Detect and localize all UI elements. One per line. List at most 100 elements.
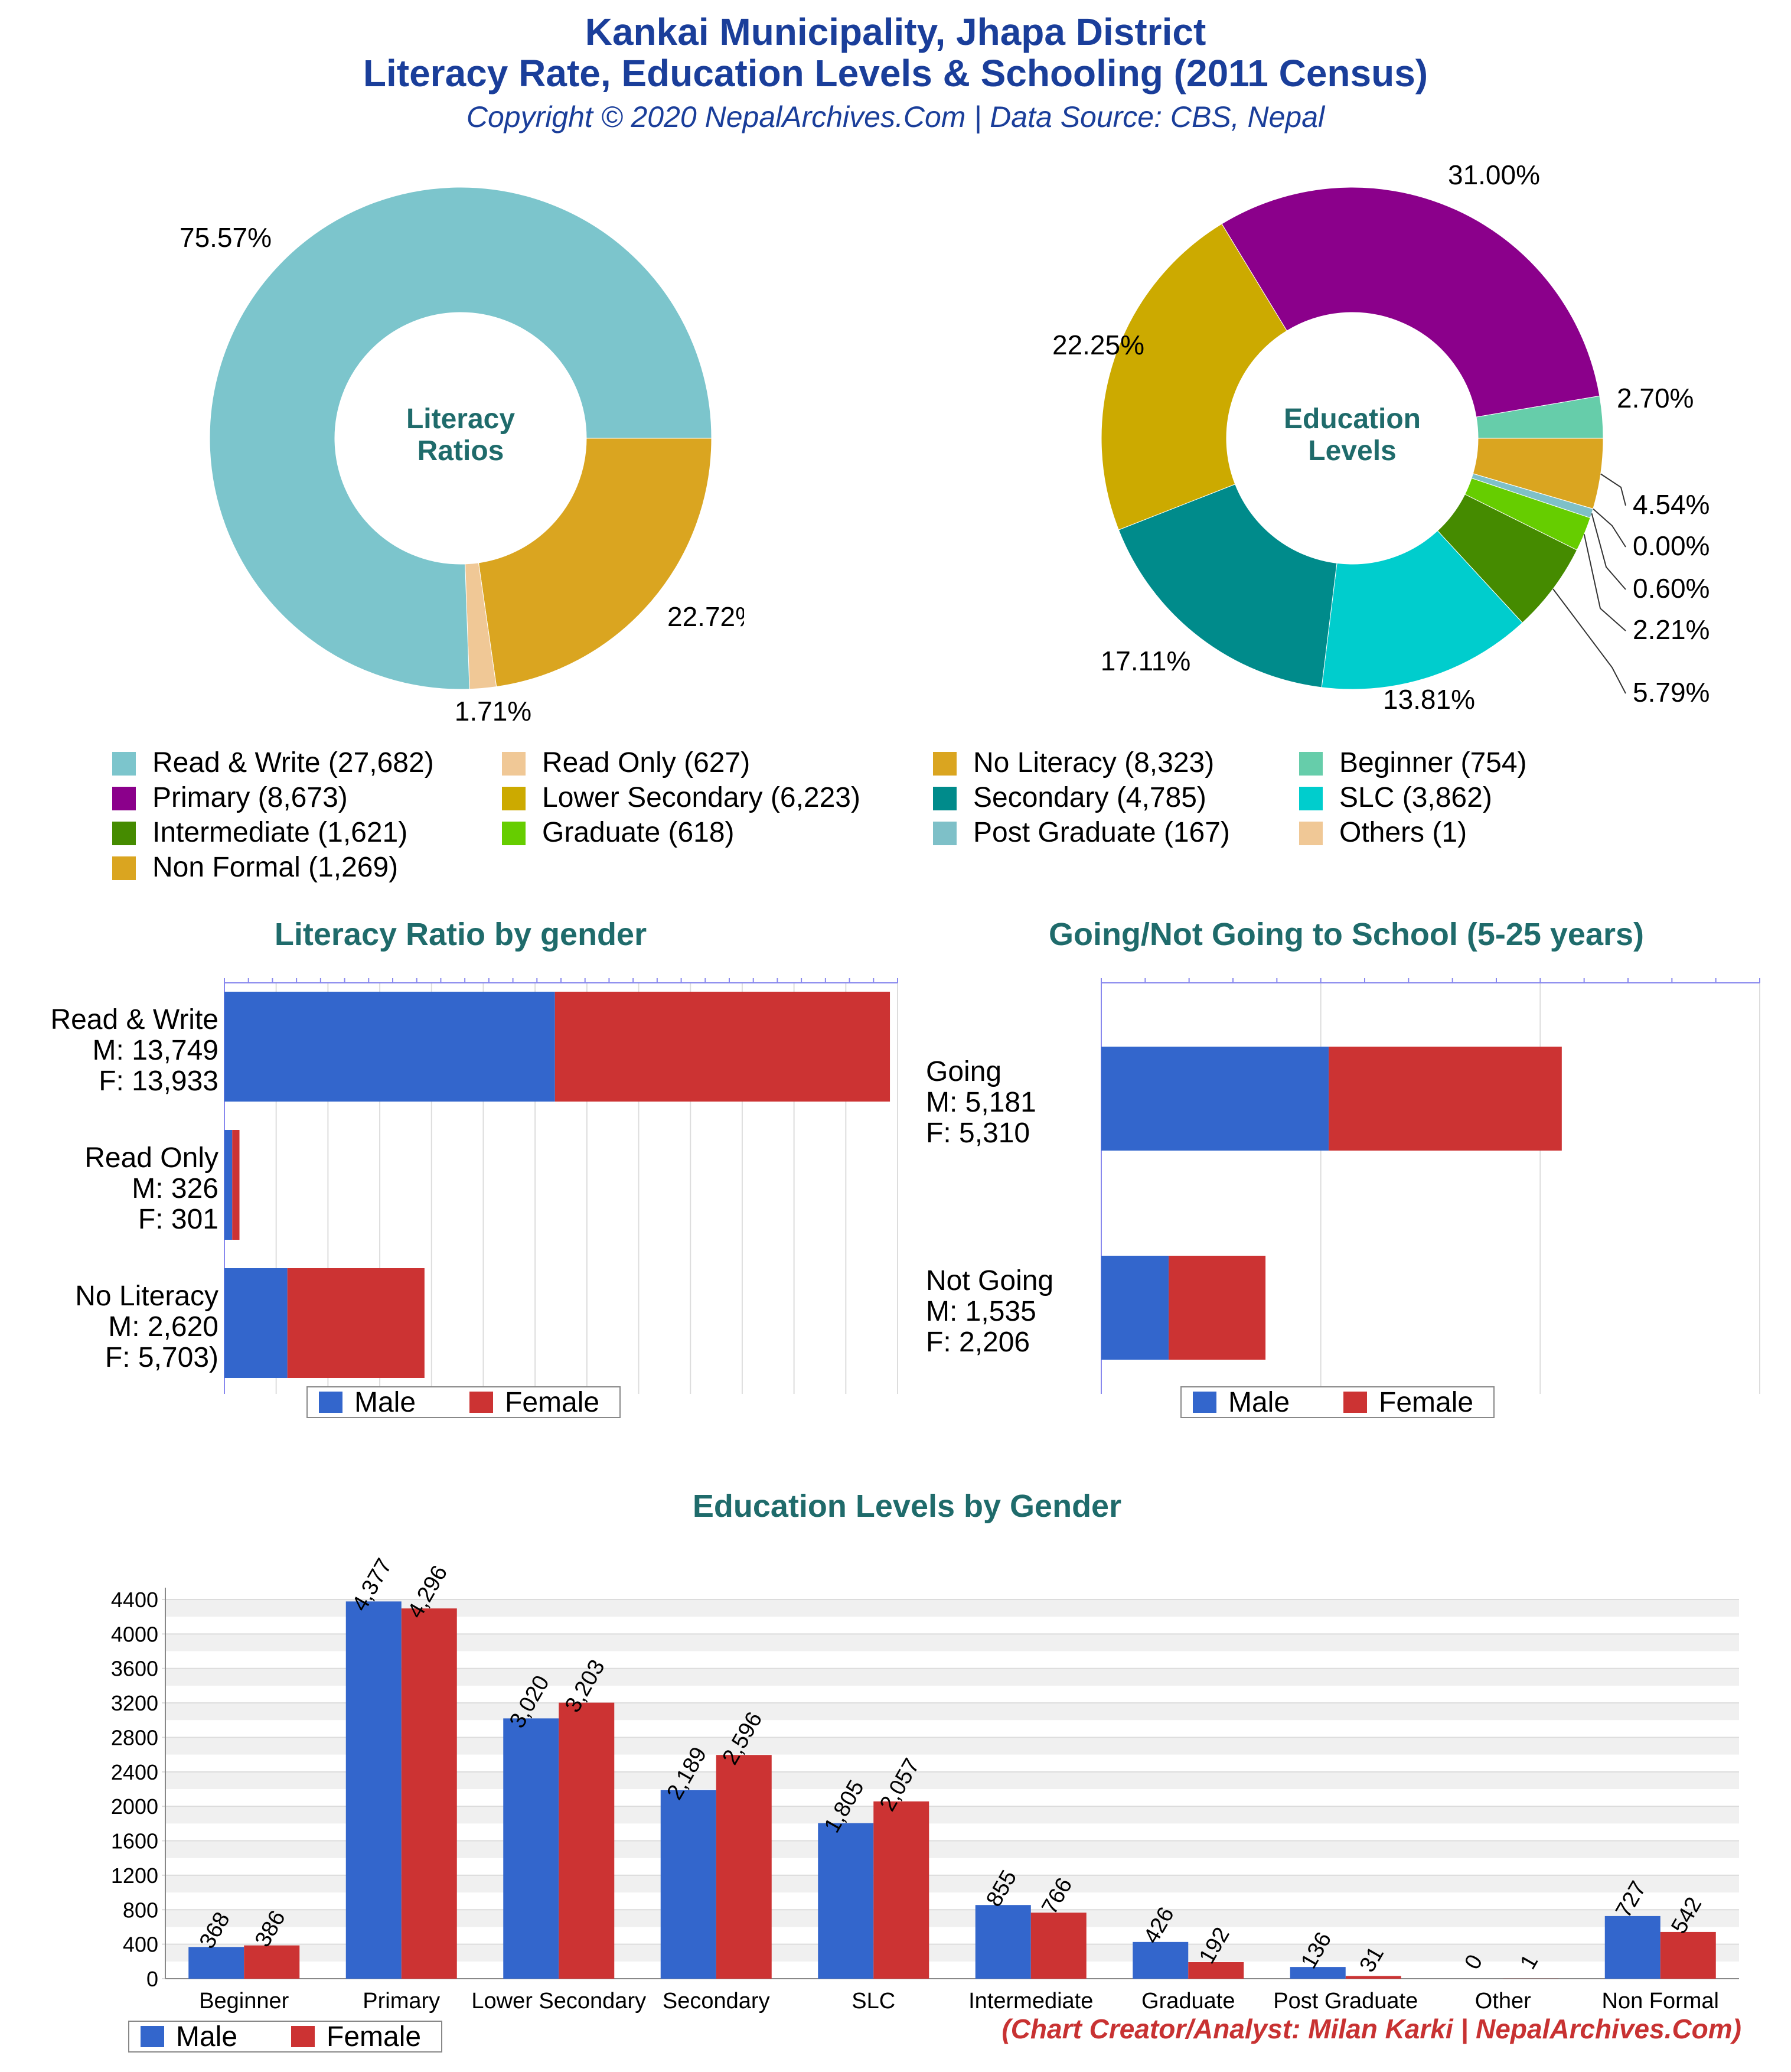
legend-label: SLC (3,862) [1339,782,1492,813]
slice-secondary [1118,484,1337,688]
slice-percent-label: 22.72% [667,601,744,632]
legend-swatch [933,822,957,845]
bar-female-slc [873,1801,929,1979]
legend-item: Read Only (627) [502,747,750,778]
legend-label: Non Formal (1,269) [152,852,398,883]
bar-male-not-going [1101,1256,1169,1360]
bar-male-non-formal [1604,1915,1660,1979]
category-label: M: 13,749 [93,1035,218,1066]
legend-label: Female [505,1387,599,1418]
legend-item: Others (1) [1299,817,1467,848]
bar-male-graduate [1133,1941,1189,1979]
legend-item: No Literacy (8,323) [933,747,1214,778]
x-tick-label: Other [1475,1989,1531,2014]
legend-label: Male [354,1387,416,1418]
slice-percent-label: 75.57% [180,222,272,253]
slice-no-literacy [478,438,712,688]
chart-legend: Male Female [306,1386,621,1418]
legend-item: Primary (8,673) [112,782,348,813]
slice-percent-label: 13.81% [1383,684,1475,715]
legend-swatch [141,2026,164,2047]
leader-line [1552,588,1626,694]
slice-slc [1321,530,1523,690]
bar-male-going [1101,1047,1329,1151]
legend-label: Graduate (618) [542,817,735,848]
credit-line: (Chart Creator/Analyst: Milan Karki | Ne… [1001,2014,1741,2044]
legend-swatch [112,822,136,845]
bar-male-beginner [188,1947,244,1979]
category-label: F: 301 [138,1204,218,1235]
slice-primary [1221,187,1600,418]
category-label: M: 5,181 [926,1087,1036,1118]
y-tick-label: 4000 [111,1622,158,1646]
leader-line [1583,534,1626,631]
legend-item: Graduate (618) [502,817,735,848]
page-title: Kankai Municipality, Jhapa District [585,11,1206,53]
legend-box [1180,1386,1495,1418]
legend-swatch [502,787,526,810]
legend-swatch [112,752,136,776]
donut-center-title: Levels [1308,435,1396,467]
chart-title: Literacy Ratio by gender [275,917,647,952]
legend-swatch [1299,787,1323,810]
legend-label: Post Graduate (167) [973,817,1230,848]
bar-male-post-graduate [1290,1967,1346,1979]
slice-percent-label: 31.00% [1448,159,1540,190]
category-label: Read & Write [50,1004,218,1035]
x-tick-label: Secondary [663,1989,770,2014]
slice-percent-label: 0.60% [1633,573,1710,604]
donut-legend: Read & Write (27,682) Read Only (627) No L… [112,747,1527,883]
bar-female-not-going [1169,1256,1266,1360]
data-label: 542 [1666,1893,1707,1938]
legend-swatch [291,2026,315,2047]
bar-male-secondary [660,1790,716,1979]
category-label: M: 326 [132,1173,218,1204]
bar-female-non-formal [1660,1931,1716,1979]
slice-percent-label: 5.79% [1633,677,1710,708]
legend-box [128,2021,442,2053]
legend-swatch [469,1392,493,1413]
slice-beginner [1476,395,1604,439]
y-tick-label: 1200 [111,1864,158,1888]
bar-male-intermediate [975,1905,1031,1979]
legend-item: Lower Secondary (6,223) [502,782,860,813]
category-label: F: 5,310 [926,1118,1030,1149]
school-going-chart: Going/Not Going to School (5-25 years) Go… [926,917,1760,1418]
y-tick-label: 3200 [111,1691,158,1715]
bar-female-read-write [554,992,890,1102]
x-tick-label: Graduate [1141,1989,1235,2014]
legend-swatch [933,787,957,810]
slice-lower-secondary [1101,223,1287,530]
bar-male-no-literacy [224,1268,288,1378]
y-tick-label: 4400 [111,1588,158,1612]
slice-percent-label: 1.71% [455,696,531,726]
legend-item: SLC (3,862) [1299,782,1492,813]
legend-swatch [1299,752,1323,776]
category-label: F: 5,703) [105,1342,218,1373]
legend-label: Female [327,2021,421,2053]
x-tick-label: SLC [852,1989,895,2014]
legend-swatch [112,856,136,880]
legend-swatch [1343,1392,1367,1413]
data-label: 855 [981,1866,1022,1911]
y-tick-label: 1600 [111,1829,158,1853]
legend-item: Secondary (4,785) [933,782,1206,813]
y-tick-label: 800 [123,1898,158,1922]
legend-label: Lower Secondary (6,223) [542,782,860,813]
bar-female-read-only [232,1130,240,1240]
education-by-gender-chart: Education Levels by Gender 0 400 800 1200 160… [111,1488,1739,2053]
bar-female-graduate [1188,1962,1244,1979]
legend-swatch [502,822,526,845]
x-tick-label: Post Graduate [1273,1989,1418,2014]
y-tick-label: 2000 [111,1794,158,1819]
legend-label: Male [1228,1387,1290,1418]
y-tick-label: 400 [123,1933,158,1957]
leader-line [1593,508,1626,548]
legend-box [306,1386,621,1418]
bar-female-post-graduate [1345,1976,1401,1979]
legend-swatch [112,787,136,810]
legend-label: Intermediate (1,621) [152,817,407,848]
bar-female-going [1329,1047,1562,1151]
